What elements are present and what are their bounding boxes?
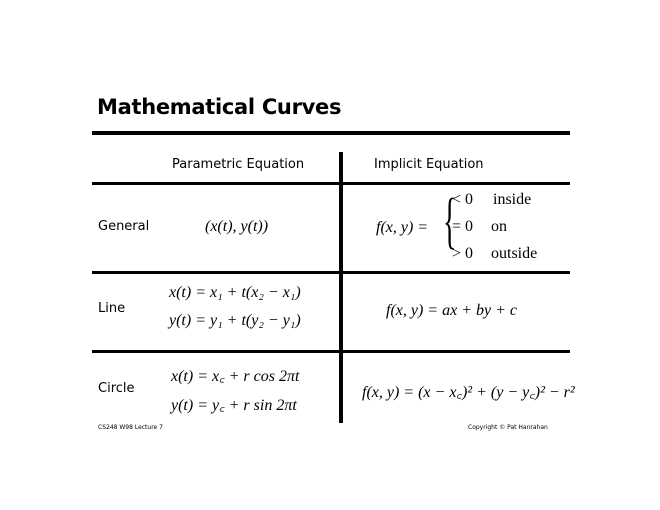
header-parametric: Parametric Equation (172, 157, 305, 172)
title-divider (92, 131, 570, 135)
case-condition: = 0 (452, 218, 474, 235)
general-parametric-equation: (x(t), y(t)) (205, 218, 269, 235)
case-label: on (491, 218, 507, 235)
case-label: outside (491, 245, 538, 262)
case-condition: < 0 (452, 191, 474, 208)
line-implicit-equation: f(x, y) = ax + by + c (386, 302, 517, 319)
slide-title: Mathematical Curves (97, 95, 342, 119)
general-implicit-lhs: f(x, y) = (376, 219, 429, 236)
line-parametric-x: x(t) = x₁ + t(x₂ − x₁) (169, 284, 301, 301)
row-label-general: General (98, 219, 150, 234)
row-label-circle: Circle (98, 381, 135, 396)
header-divider (92, 182, 570, 185)
case-condition: > 0 (452, 245, 474, 262)
line-parametric-y: y(t) = y₁ + t(y₂ − y₁) (169, 312, 301, 329)
header-implicit: Implicit Equation (374, 157, 484, 172)
case-label: inside (493, 191, 532, 208)
row-divider (92, 350, 570, 353)
footer-copyright: Copyright © Pat Hanrahan (468, 424, 548, 431)
row-label-line: Line (98, 301, 126, 316)
footer-course: CS248 W98 Lecture 7 (98, 424, 163, 431)
row-divider (92, 271, 570, 274)
column-divider (339, 152, 343, 423)
brace-symbol: { (443, 187, 457, 255)
circle-parametric-y: y(t) = y꜀ + r sin 2πt (171, 397, 297, 414)
circle-parametric-x: x(t) = x꜀ + r cos 2πt (171, 368, 300, 385)
circle-implicit-equation: f(x, y) = (x − x꜀)² + (y − y꜀)² − r² (362, 384, 575, 401)
